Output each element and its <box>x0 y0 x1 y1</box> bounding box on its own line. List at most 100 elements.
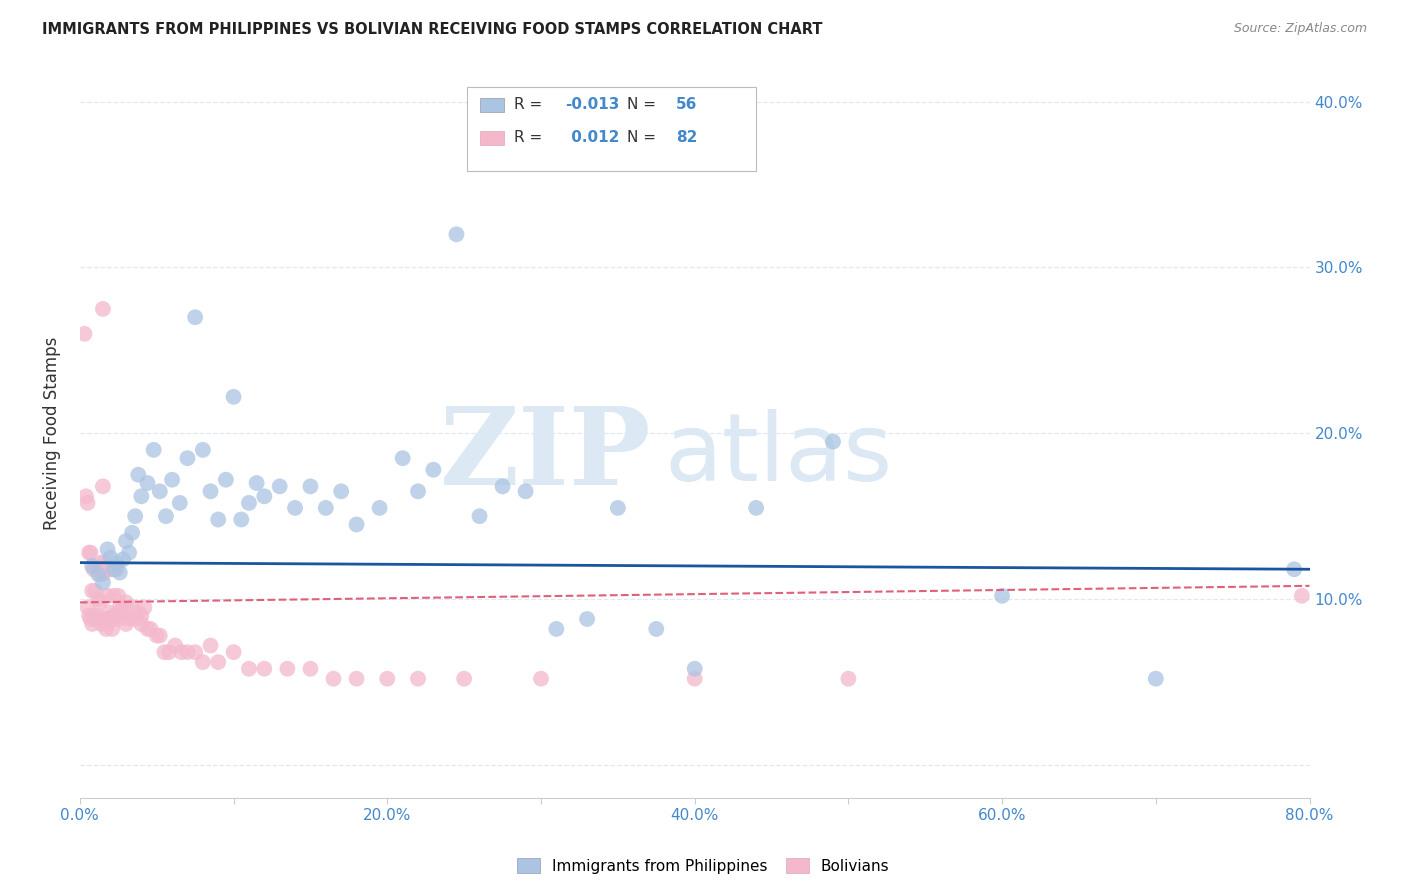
Point <box>96 617 118 632</box>
Point <box>115 534 138 549</box>
Point <box>246 476 269 491</box>
Point <box>82 558 104 573</box>
Point <box>94 562 117 576</box>
Point <box>546 622 568 636</box>
Point <box>207 512 229 526</box>
Point <box>191 442 214 457</box>
Point <box>576 612 599 626</box>
Point <box>87 562 110 576</box>
Point <box>165 639 187 653</box>
Point <box>91 479 114 493</box>
Point <box>170 645 193 659</box>
Point <box>142 442 165 457</box>
Text: 82: 82 <box>676 130 697 145</box>
Text: Source: ZipAtlas.com: Source: ZipAtlas.com <box>1233 22 1367 36</box>
Point <box>84 562 107 576</box>
Point <box>391 451 413 466</box>
Point <box>515 484 537 499</box>
Point <box>103 562 125 576</box>
Point <box>124 509 146 524</box>
Point <box>107 612 129 626</box>
Point <box>136 476 159 491</box>
Point <box>200 484 222 499</box>
Legend: Immigrants from Philippines, Bolivians: Immigrants from Philippines, Bolivians <box>510 852 896 880</box>
Point <box>93 612 115 626</box>
Point <box>468 509 491 524</box>
Point <box>606 500 628 515</box>
Point <box>745 500 768 515</box>
Point <box>115 617 138 632</box>
Point <box>837 672 859 686</box>
Text: 0.012: 0.012 <box>565 130 619 145</box>
Point <box>86 608 108 623</box>
Point <box>176 645 198 659</box>
Point <box>184 645 207 659</box>
Point <box>1282 562 1305 576</box>
Point <box>108 566 131 580</box>
Point <box>82 583 104 598</box>
Point <box>127 467 149 482</box>
Point <box>93 556 115 570</box>
Point <box>96 542 118 557</box>
Point <box>276 662 298 676</box>
Point <box>98 612 121 626</box>
Bar <box>467 87 756 170</box>
Point <box>83 608 105 623</box>
Point <box>200 639 222 653</box>
Point <box>149 629 172 643</box>
Point <box>238 496 260 510</box>
Point <box>131 489 153 503</box>
Point <box>155 509 177 524</box>
Point <box>145 629 167 643</box>
Point <box>127 606 149 620</box>
Point <box>136 622 159 636</box>
Point <box>322 672 344 686</box>
Point <box>100 562 122 576</box>
Text: -0.013: -0.013 <box>565 97 620 112</box>
Point <box>89 595 111 609</box>
Point <box>110 608 132 623</box>
Point <box>118 612 141 626</box>
Point <box>111 552 134 566</box>
Point <box>491 479 513 493</box>
Point <box>160 473 183 487</box>
Point <box>131 617 153 632</box>
Point <box>91 567 114 582</box>
Y-axis label: Receiving Food Stamps: Receiving Food Stamps <box>44 336 60 530</box>
Point <box>111 600 134 615</box>
Point <box>77 546 100 560</box>
Point <box>207 655 229 669</box>
Point <box>191 655 214 669</box>
Point <box>118 546 141 560</box>
Point <box>124 612 146 626</box>
Point <box>90 617 112 632</box>
Point <box>94 622 117 636</box>
Point <box>299 662 322 676</box>
Point <box>76 496 98 510</box>
Point <box>131 608 153 623</box>
Text: 56: 56 <box>676 97 697 112</box>
Point <box>89 567 111 582</box>
Text: IMMIGRANTS FROM PHILIPPINES VS BOLIVIAN RECEIVING FOOD STAMPS CORRELATION CHART: IMMIGRANTS FROM PHILIPPINES VS BOLIVIAN … <box>42 22 823 37</box>
Point <box>1291 589 1313 603</box>
Point <box>134 600 156 615</box>
Point <box>176 451 198 466</box>
Point <box>991 589 1014 603</box>
Point <box>87 592 110 607</box>
Text: ZIP: ZIP <box>440 402 651 508</box>
Text: R =: R = <box>515 130 547 145</box>
Point <box>100 612 122 626</box>
Point <box>91 301 114 316</box>
Point <box>406 672 429 686</box>
Point <box>96 589 118 603</box>
Point <box>346 672 368 686</box>
Point <box>75 489 97 503</box>
Point <box>222 645 245 659</box>
Point <box>84 612 107 626</box>
Point <box>530 672 553 686</box>
Point <box>83 562 105 576</box>
Point <box>98 606 121 620</box>
Point <box>76 600 98 615</box>
Point <box>139 622 162 636</box>
Point <box>238 662 260 676</box>
